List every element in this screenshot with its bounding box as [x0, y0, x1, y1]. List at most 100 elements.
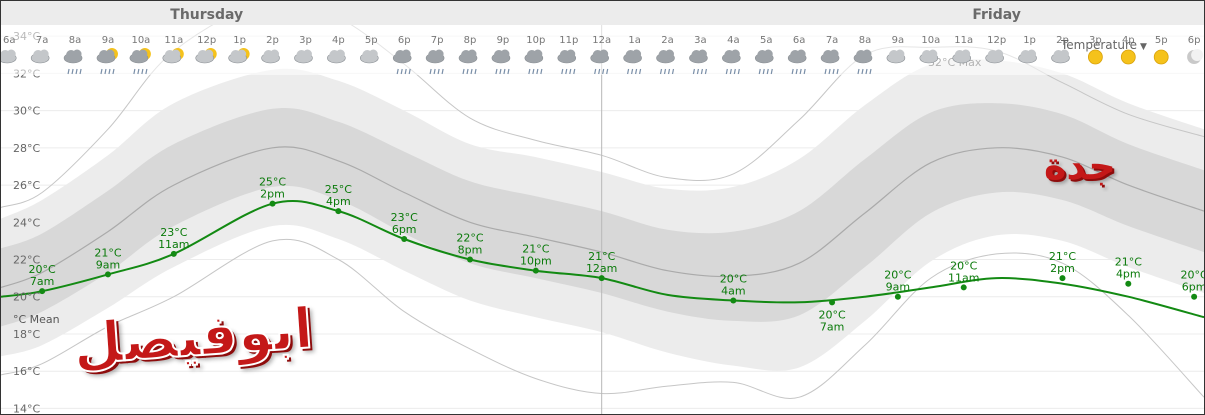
- hour-label: 12p: [197, 35, 216, 46]
- data-label-time: 2pm: [1050, 262, 1075, 275]
- rain-drop: [598, 68, 601, 75]
- cloudy-rain-icon: [623, 49, 642, 75]
- hour-label: 6p: [1188, 35, 1201, 46]
- cloudy-sun-rain-icon: [96, 48, 118, 75]
- rain-drop: [396, 68, 399, 75]
- sun-shape: [1120, 49, 1136, 65]
- data-label-time: 11am: [948, 271, 979, 284]
- y-tick-label: 14°C: [13, 402, 40, 414]
- hour-label: 4p: [332, 35, 345, 46]
- data-label-time: 10pm: [520, 255, 552, 268]
- data-label-time: 4am: [721, 284, 745, 297]
- sun-icon: [1120, 49, 1136, 65]
- data-label-temp: 21°C: [1115, 256, 1142, 269]
- rain-drop: [635, 68, 638, 75]
- cloudy-rain-icon: [392, 49, 412, 75]
- data-label-time: 11am: [158, 238, 189, 251]
- cloudy-icon: [327, 49, 346, 64]
- data-label-temp: 21°C: [522, 243, 549, 256]
- rain-drop: [495, 68, 498, 75]
- cloudy-rain-icon: [689, 49, 708, 75]
- measure-selector[interactable]: Temperature ▼: [1061, 38, 1147, 54]
- cloudy-icon: [985, 49, 1004, 64]
- rain-drop: [861, 68, 864, 75]
- moon-shade: [1191, 49, 1204, 61]
- rain-drop: [799, 68, 802, 75]
- cloud-puff: [763, 49, 773, 59]
- hour-label: 8a: [859, 35, 872, 46]
- data-label-temp: 21°C: [588, 250, 615, 263]
- data-label-time: 12am: [586, 262, 617, 275]
- cloudy-rain-icon: [524, 49, 544, 75]
- cloud-puff: [368, 49, 378, 59]
- rain-drop: [133, 68, 136, 75]
- cloud-puff: [928, 49, 938, 59]
- sun-cloud-icon: [195, 48, 217, 64]
- cloud-puff: [434, 49, 444, 59]
- hour-label: 1p: [233, 35, 246, 46]
- hour-label: 2p: [1056, 35, 1069, 46]
- mean-annotation: °C Mean: [13, 313, 60, 326]
- data-label-time: 8pm: [458, 244, 483, 257]
- data-point: [1191, 293, 1198, 300]
- rain-drop: [729, 68, 732, 75]
- data-point: [532, 267, 539, 274]
- cloudy-rain-icon: [722, 49, 741, 75]
- hour-label: 8a: [69, 35, 82, 46]
- rain-drop: [466, 68, 469, 75]
- cloud-puff: [862, 49, 872, 59]
- rain-drop: [594, 68, 597, 75]
- y-tick-label: 26°C: [13, 179, 40, 192]
- rain-drop: [540, 68, 543, 75]
- rain-drop: [865, 68, 868, 75]
- data-point: [829, 299, 836, 306]
- rain-drop: [79, 68, 82, 75]
- hour-label: 9a: [102, 35, 115, 46]
- data-label-time: 9am: [96, 258, 120, 271]
- rain-drop: [437, 68, 440, 75]
- hour-label: 7a: [826, 35, 839, 46]
- data-label-time: 7am: [820, 320, 844, 333]
- cloud-puff: [72, 49, 82, 59]
- hour-label: 10a: [921, 35, 940, 46]
- rain-drop: [462, 68, 465, 75]
- cloud-puff: [895, 49, 905, 59]
- cloud-puff: [1059, 49, 1069, 59]
- hour-label: 6a: [3, 35, 16, 46]
- cloudy-icon: [1051, 49, 1070, 64]
- data-point: [269, 200, 276, 207]
- cloudy-rain-icon: [491, 49, 511, 75]
- data-label-temp: 25°C: [259, 176, 286, 189]
- data-label-temp: 23°C: [391, 211, 418, 224]
- sun-icon: [1153, 49, 1169, 65]
- cloud-puff: [204, 49, 214, 59]
- rain-drop: [433, 68, 436, 75]
- rain-drop: [408, 68, 411, 75]
- hour-label: 7p: [431, 35, 444, 46]
- y-tick-label: 18°C: [13, 328, 40, 341]
- hour-label: 11p: [559, 35, 578, 46]
- rain-drop: [100, 68, 103, 75]
- cloud-puff: [237, 49, 247, 59]
- data-label-temp: 20°C: [29, 263, 56, 276]
- rain-drop: [766, 68, 769, 75]
- cloud-puff: [500, 49, 510, 59]
- data-point: [960, 284, 967, 291]
- cloud-puff: [270, 49, 280, 59]
- rain-drop: [569, 68, 572, 75]
- rain-drop: [499, 68, 502, 75]
- data-label-time: 6pm: [392, 223, 417, 236]
- y-tick-label: 22°C: [13, 254, 40, 267]
- cloud-puff: [39, 49, 49, 59]
- cloudy-icon: [294, 49, 313, 64]
- rain-drop: [474, 68, 477, 75]
- rain-drop: [832, 68, 835, 75]
- hour-label: 1a: [628, 35, 641, 46]
- cloud-puff: [6, 49, 16, 59]
- cloudy-rain-icon: [754, 49, 774, 75]
- sun-icon: [1087, 49, 1103, 65]
- rain-drop: [400, 68, 403, 75]
- cloudy-icon: [919, 49, 939, 64]
- rain-drop: [663, 68, 667, 75]
